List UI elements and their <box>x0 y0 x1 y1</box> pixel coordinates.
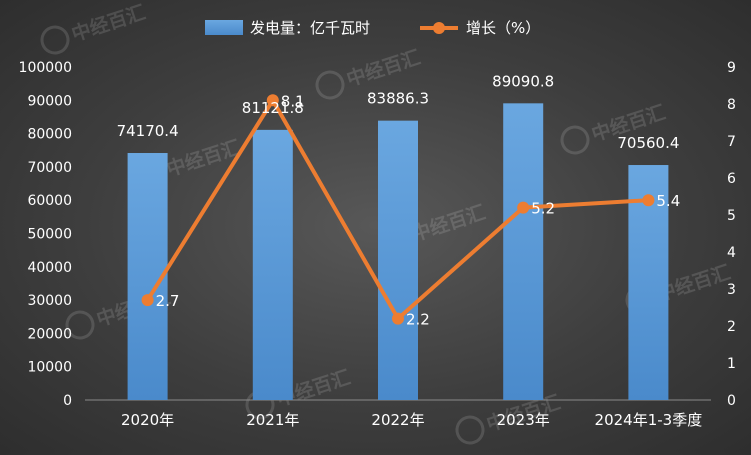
watermark-stamp: 中经百汇 <box>40 0 148 55</box>
y-left-tick-label: 80000 <box>27 127 72 143</box>
x-tick-label: 2024年1-3季度 <box>595 411 703 429</box>
watermark-logo-icon <box>65 310 95 340</box>
growth-value-label: 5.4 <box>656 192 680 210</box>
y-left-tick-label: 90000 <box>27 93 72 109</box>
legend-line-label: 增长（%） <box>466 19 540 37</box>
y-right-tick-label: 5 <box>727 208 736 224</box>
y-left-tick-label: 10000 <box>27 360 72 376</box>
bar <box>252 129 293 400</box>
watermark-logo-icon <box>560 125 590 155</box>
bar-value-label: 81121.8 <box>242 99 304 117</box>
y-right-tick-label: 9 <box>727 60 736 76</box>
growth-point <box>266 94 279 107</box>
y-left-tick-label: 40000 <box>27 260 72 276</box>
y-right-tick-label: 8 <box>727 97 736 113</box>
watermark-logo-icon <box>315 70 345 100</box>
axes: 0 10000 20000 30000 40000 50000 60000 70000 8000… <box>19 60 736 429</box>
y-right-tick-label: 2 <box>727 319 736 335</box>
y-right-tick-label: 6 <box>727 171 736 187</box>
y-left-tick-label: 100000 <box>19 60 72 76</box>
growth-value-label: 2.2 <box>406 311 430 329</box>
watermark-text: 中经百汇 <box>409 200 488 245</box>
x-tick-label: 2022年 <box>371 411 424 429</box>
y-right-tick-label: 4 <box>727 245 736 261</box>
bar-value-label: 74170.4 <box>117 122 179 140</box>
y-left-tick-label: 60000 <box>27 193 72 209</box>
watermark-text: 中经百汇 <box>164 135 243 180</box>
x-tick-label: 2020年 <box>121 411 174 429</box>
y-right-tick-label: 0 <box>727 393 736 409</box>
y-left-tick-label: 20000 <box>27 326 72 342</box>
legend-bar-swatch <box>205 20 243 35</box>
growth-value-label: 8.1 <box>281 92 305 110</box>
legend-bar-label: 发电量：亿千瓦时 <box>250 19 370 37</box>
legend: 发电量：亿千瓦时 增长（%） <box>205 19 540 37</box>
bar <box>378 120 418 400</box>
y-left-tick-label: 0 <box>63 393 72 409</box>
bar <box>503 103 544 400</box>
bar-value-label: 70560.4 <box>617 134 679 152</box>
bar-value-label: 83886.3 <box>367 90 429 108</box>
legend-line-marker <box>433 22 445 34</box>
data-labels: 74170.4 81121.8 83886.3 89090.8 70560.4 2.7 8.… <box>117 72 681 328</box>
y-left-tick-label: 30000 <box>27 293 72 309</box>
watermark-logo-icon <box>40 25 70 55</box>
line-series <box>141 94 655 325</box>
watermark-logo-icon <box>455 415 485 445</box>
growth-value-label: 2.7 <box>156 292 180 310</box>
growth-point <box>392 312 404 325</box>
x-tick-label: 2021年 <box>246 411 299 429</box>
growth-value-label: 5.2 <box>531 200 555 218</box>
watermark-text: 中经百汇 <box>344 45 423 90</box>
y-left-tick-label: 50000 <box>27 227 72 243</box>
growth-point <box>642 194 655 207</box>
watermark-text: 中经百汇 <box>69 0 148 45</box>
growth-point <box>141 294 154 307</box>
y-right-tick-label: 7 <box>727 134 736 150</box>
y-right-tick-label: 3 <box>727 282 736 298</box>
x-tick-label: 2023年 <box>497 411 550 429</box>
y-left-tick-label: 70000 <box>27 160 72 176</box>
y-right-tick-label: 1 <box>727 356 736 372</box>
growth-point <box>517 201 530 214</box>
bar-value-label: 89090.8 <box>492 72 554 90</box>
